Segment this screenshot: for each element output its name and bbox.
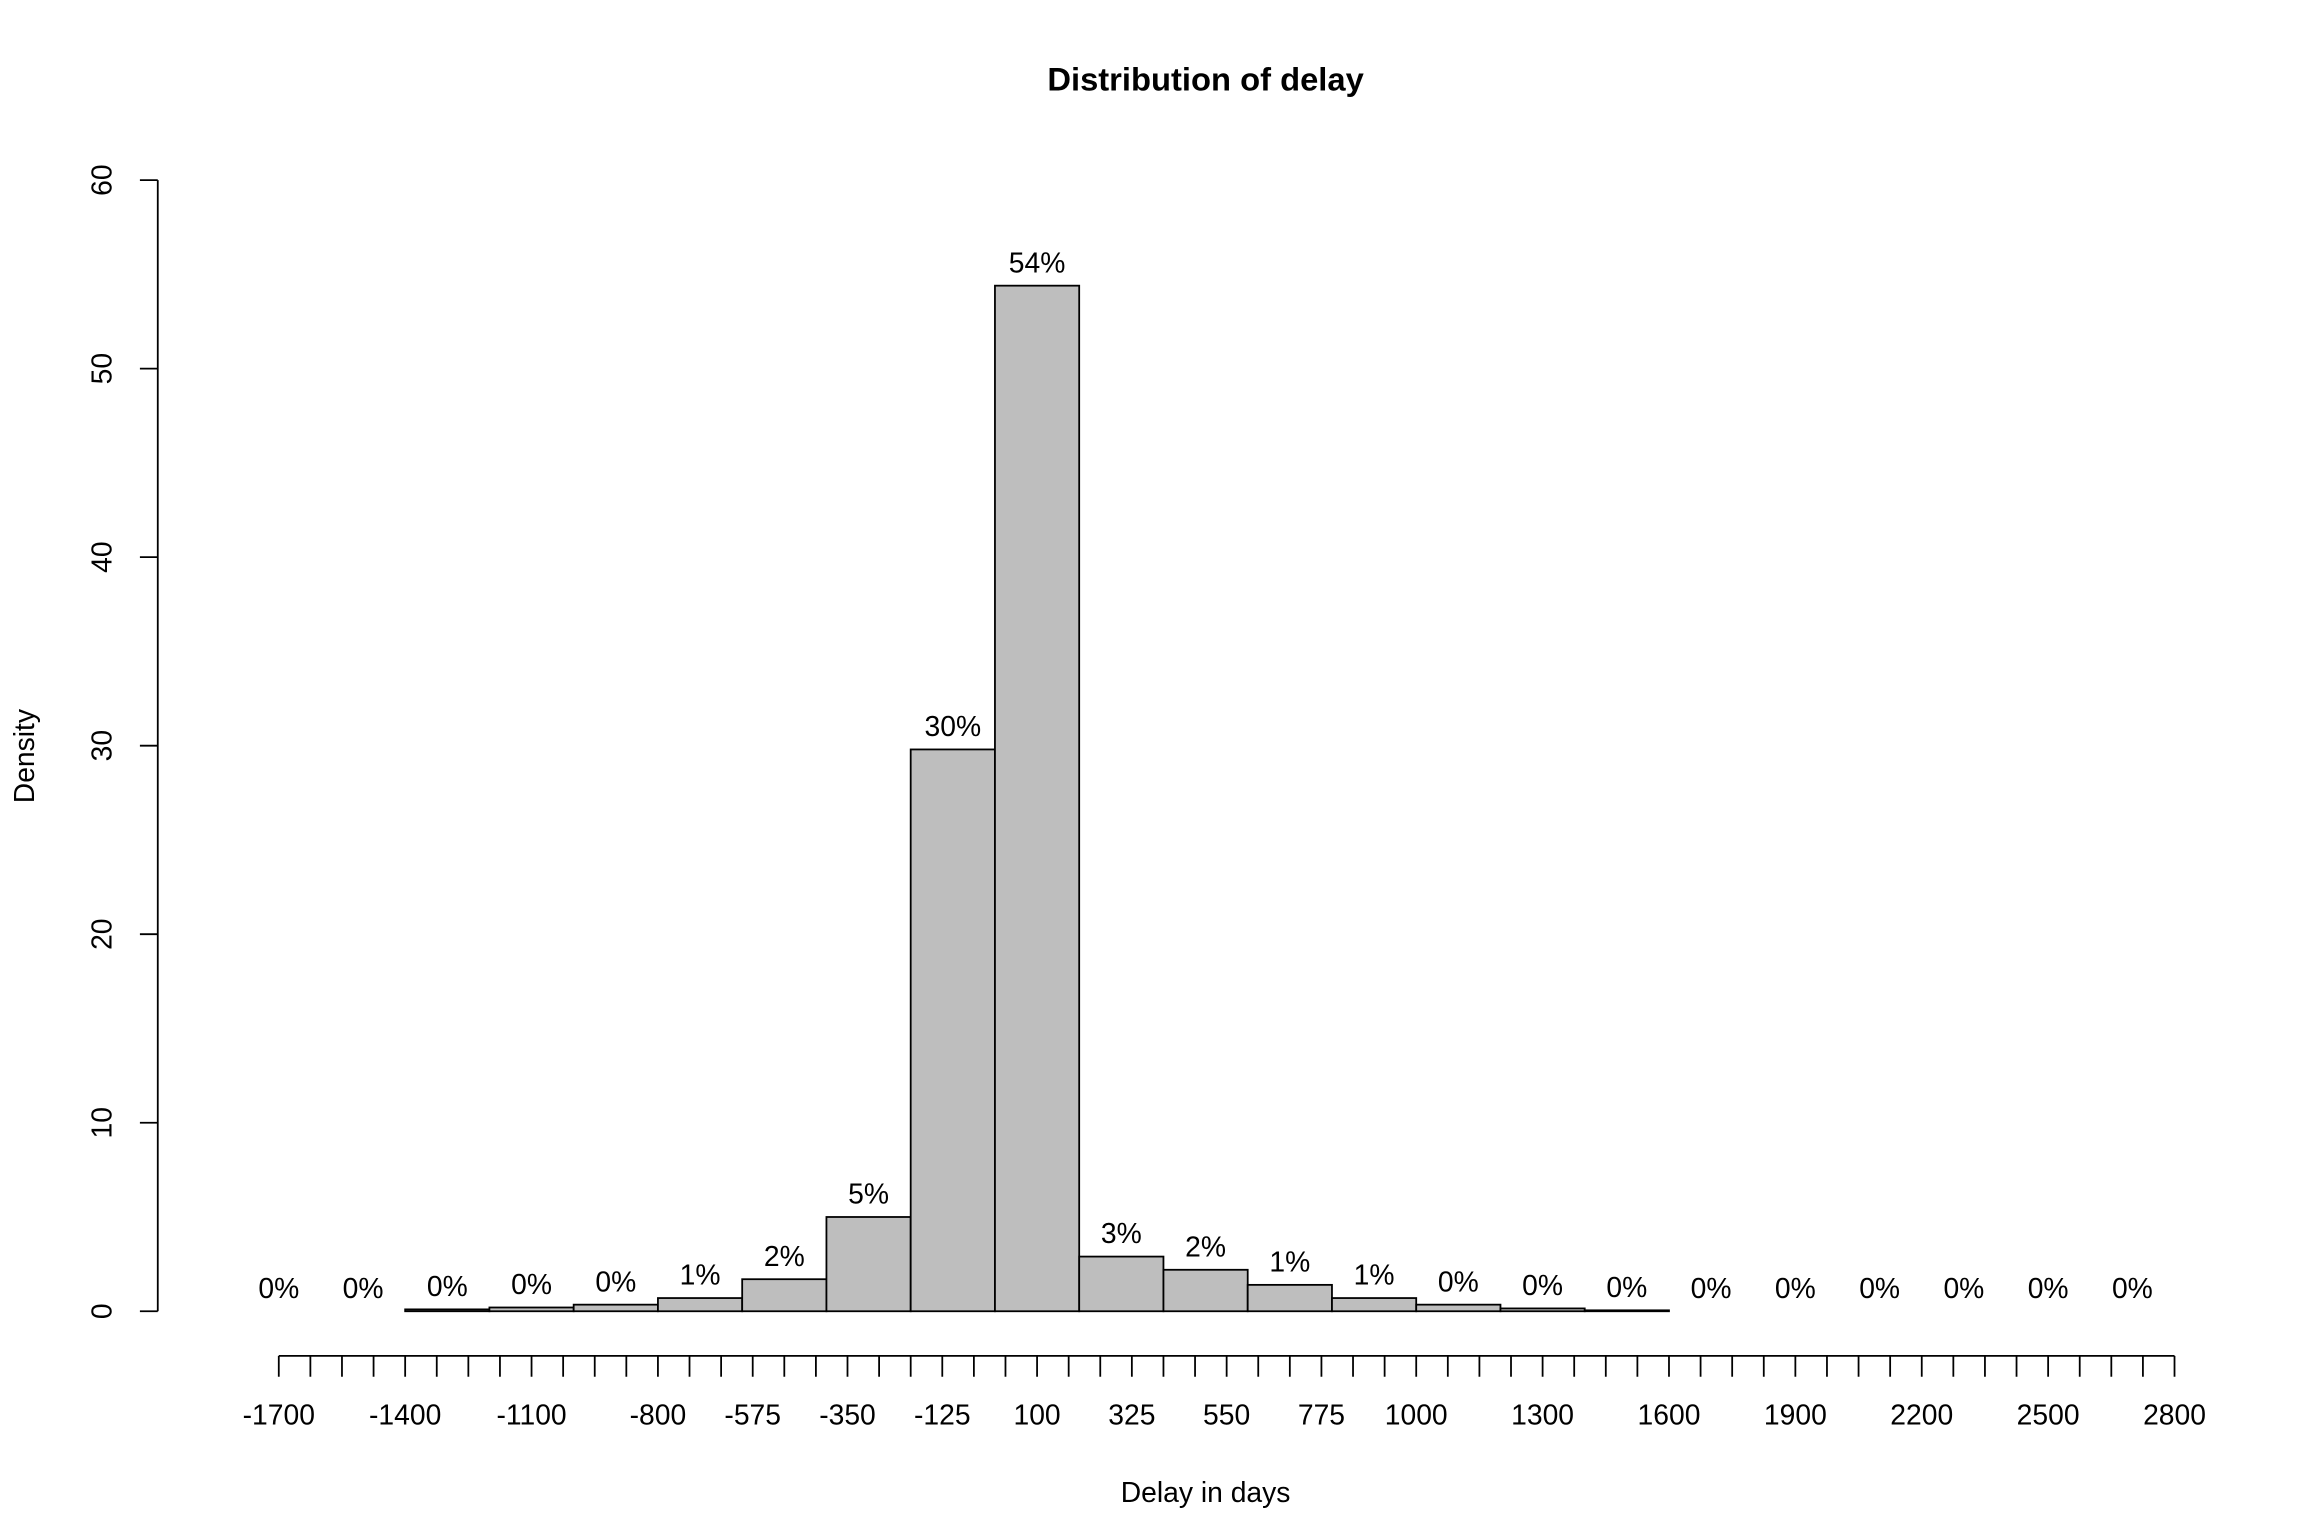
- value-label: 0%: [595, 1265, 636, 1297]
- value-label: 0%: [1859, 1272, 1900, 1304]
- bar: [909, 748, 996, 1313]
- bar: [572, 1303, 659, 1313]
- x-tick-label: -575: [724, 1398, 781, 1430]
- value-label: 0%: [1438, 1265, 1479, 1297]
- bar: [1162, 1268, 1249, 1313]
- x-axis-label: Delay in days: [1121, 1476, 1291, 1508]
- x-tick-label: -125: [914, 1398, 971, 1430]
- y-tick-label: 60: [86, 164, 118, 195]
- value-label: 5%: [848, 1178, 889, 1210]
- value-label: 2%: [1185, 1230, 1226, 1262]
- bar: [488, 1306, 575, 1313]
- x-tick-label: 775: [1298, 1398, 1345, 1430]
- y-tick-label: 30: [86, 730, 118, 761]
- bar: [1078, 1255, 1165, 1313]
- value-label: 0%: [2112, 1272, 2153, 1304]
- bar: [404, 1308, 491, 1313]
- value-label: 2%: [764, 1240, 805, 1272]
- x-tick-label: 2200: [1890, 1398, 1953, 1430]
- value-label: 0%: [343, 1272, 384, 1304]
- x-tick-label: 2800: [2143, 1398, 2206, 1430]
- bar: [825, 1216, 912, 1313]
- x-tick-label: 1900: [1764, 1398, 1827, 1430]
- y-tick-label: 50: [86, 353, 118, 384]
- value-label: 0%: [427, 1270, 468, 1302]
- x-tick-label: 1600: [1638, 1398, 1701, 1430]
- value-label: 0%: [1775, 1272, 1816, 1304]
- value-label: 3%: [1101, 1217, 1142, 1249]
- value-label: 0%: [2028, 1272, 2069, 1304]
- value-label: 0%: [1606, 1271, 1647, 1303]
- x-tick-label: -1400: [369, 1398, 441, 1430]
- bar: [1499, 1307, 1586, 1313]
- x-tick-label: 325: [1108, 1398, 1155, 1430]
- x-tick-label: 1000: [1385, 1398, 1448, 1430]
- x-tick-label: -350: [819, 1398, 876, 1430]
- bar: [1331, 1297, 1418, 1313]
- value-label: 30%: [925, 710, 982, 742]
- x-tick-label: 1300: [1511, 1398, 1574, 1430]
- y-tick-label: 40: [86, 541, 118, 572]
- x-tick-label: 100: [1013, 1398, 1060, 1430]
- y-tick-label: 20: [86, 918, 118, 949]
- bar: [994, 284, 1081, 1313]
- value-label: 1%: [1269, 1245, 1310, 1277]
- value-label: 0%: [1943, 1272, 1984, 1304]
- bar: [657, 1297, 744, 1313]
- x-tick-label: -1700: [243, 1398, 315, 1430]
- bar: [1415, 1303, 1502, 1313]
- bar: [1583, 1309, 1670, 1313]
- x-tick-label: 550: [1203, 1398, 1250, 1430]
- value-label: 0%: [1691, 1272, 1732, 1304]
- chart-title: Distribution of delay: [1047, 61, 1364, 98]
- y-tick-label: 10: [86, 1107, 118, 1138]
- x-tick-label: -800: [630, 1398, 687, 1430]
- x-tick-label: 2500: [2017, 1398, 2080, 1430]
- x-tick-label: -1100: [496, 1398, 566, 1430]
- bar: [741, 1278, 828, 1313]
- value-label: 1%: [1354, 1259, 1395, 1291]
- value-label: 54%: [1009, 246, 1066, 278]
- value-label: 0%: [1522, 1269, 1563, 1301]
- bar: [1246, 1283, 1333, 1313]
- y-axis-label: Density: [8, 708, 40, 803]
- y-tick-label: 0: [86, 1303, 118, 1319]
- value-label: 0%: [258, 1272, 299, 1304]
- value-label: 0%: [511, 1268, 552, 1300]
- value-label: 1%: [680, 1259, 721, 1291]
